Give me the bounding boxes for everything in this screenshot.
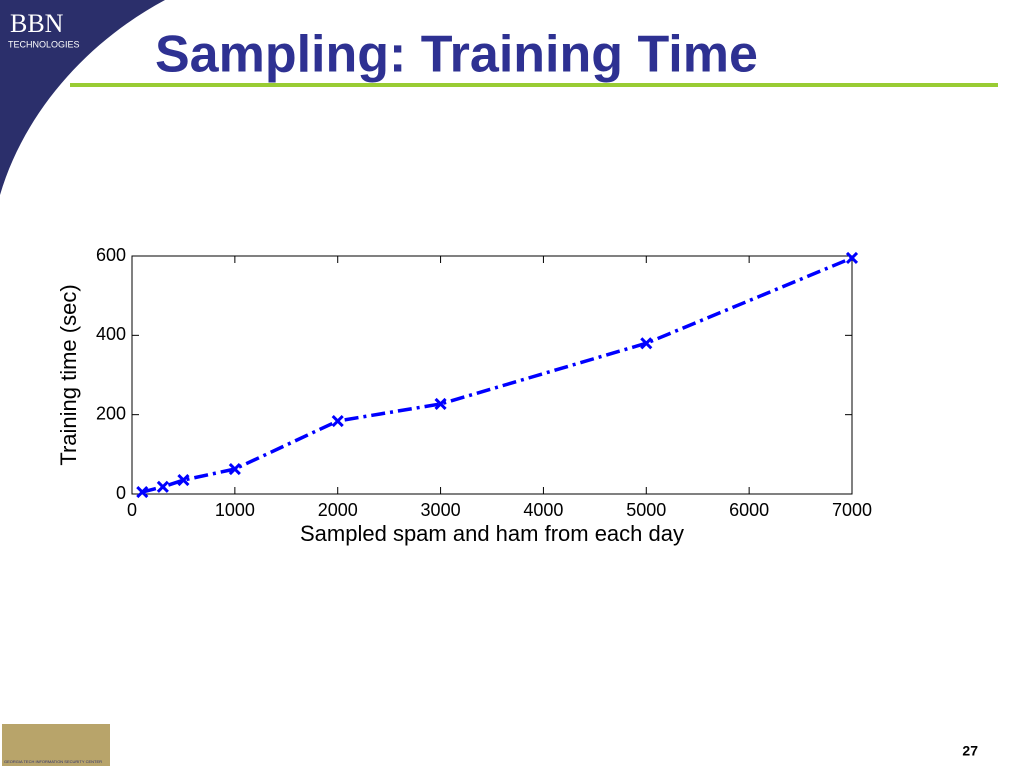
y-tick-label: 400 xyxy=(96,324,126,344)
y-tick-label: 0 xyxy=(116,483,126,503)
logo-sub: TECHNOLOGIES xyxy=(8,39,80,49)
footer-logo-box xyxy=(2,724,110,766)
title-rule xyxy=(70,83,998,87)
y-axis-label: Training time (sec) xyxy=(56,284,81,465)
logo: BBN xyxy=(10,9,64,38)
footer-logo-text: GEORGIA TECH INFORMATION SECURITY CENTER xyxy=(4,759,102,764)
page-number: 27 xyxy=(962,743,978,759)
x-tick-label: 3000 xyxy=(421,500,461,520)
x-tick-label: 5000 xyxy=(626,500,666,520)
data-marker xyxy=(640,337,653,350)
y-tick-label: 600 xyxy=(96,245,126,265)
data-line xyxy=(141,256,853,494)
x-tick-label: 7000 xyxy=(832,500,872,520)
x-tick-label: 2000 xyxy=(318,500,358,520)
data-marker xyxy=(177,474,190,487)
chart: Sampled spam and ham from each day Train… xyxy=(56,245,872,546)
x-tick-label: 1000 xyxy=(215,500,255,520)
y-tick-label: 200 xyxy=(96,403,126,423)
x-axis-label: Sampled spam and ham from each day xyxy=(300,521,684,546)
x-tick-label: 4000 xyxy=(523,500,563,520)
x-tick-label: 0 xyxy=(127,500,137,520)
data-marker xyxy=(228,462,241,476)
data-marker xyxy=(845,251,859,265)
data-marker xyxy=(331,414,344,428)
slide-title: Sampling: Training Time xyxy=(155,26,758,84)
data-marker xyxy=(136,485,149,499)
logo-swoosh xyxy=(0,0,165,195)
data-marker xyxy=(156,480,169,493)
x-tick-label: 6000 xyxy=(729,500,769,520)
plot-frame xyxy=(131,255,853,495)
data-marker xyxy=(434,397,447,411)
